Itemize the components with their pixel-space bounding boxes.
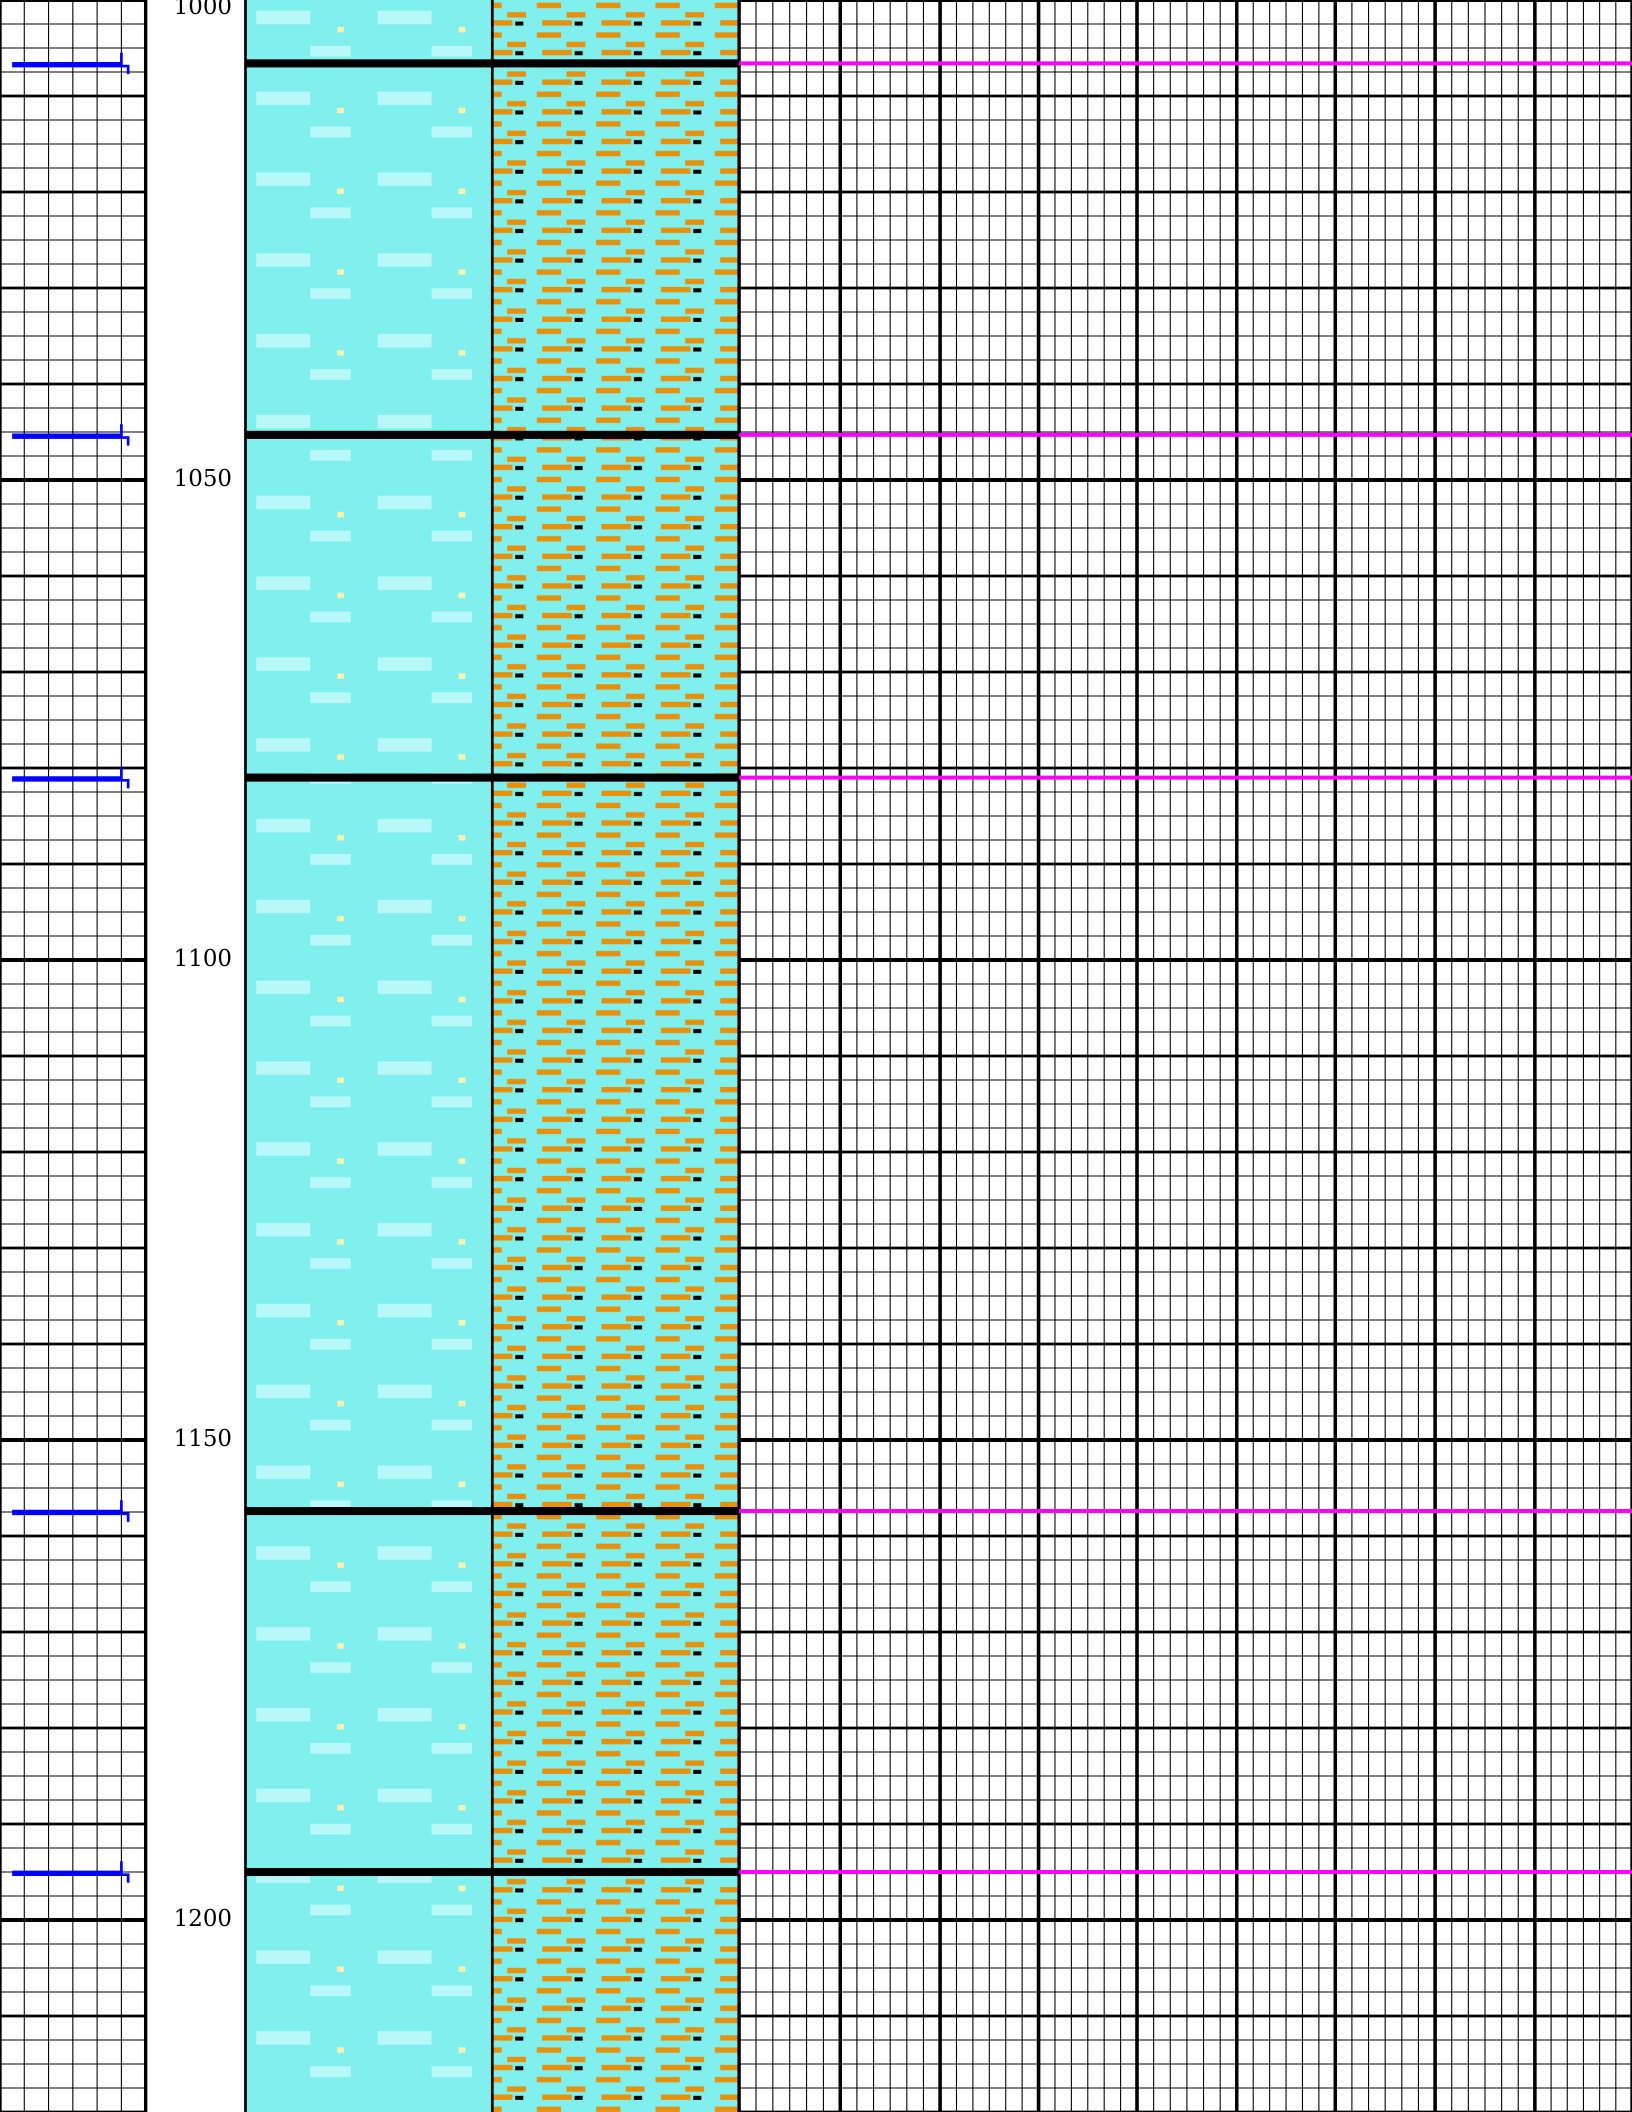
depth-label: 1100 [174,946,232,972]
image-break [245,1506,740,1516]
depth-label: 1050 [174,466,232,492]
image-break [245,1867,740,1877]
depth-label: 1150 [174,1426,232,1452]
marks: 1000 1050 1100 1150 1200 [0,0,1632,1932]
depth-label: 1200 [174,1906,232,1932]
resistivity-spike [12,1861,130,1883]
image-break [245,773,740,782]
image-break [245,59,740,68]
image-break [245,430,740,439]
resistivity-spike [12,1500,130,1522]
resistivity-spike [12,424,130,446]
depth-label: 1000 [174,0,232,20]
resistivity-spike [12,766,130,789]
resistivity-spike [12,52,130,75]
static-image-track [245,0,493,2112]
dynamic-image-track [492,0,740,2112]
